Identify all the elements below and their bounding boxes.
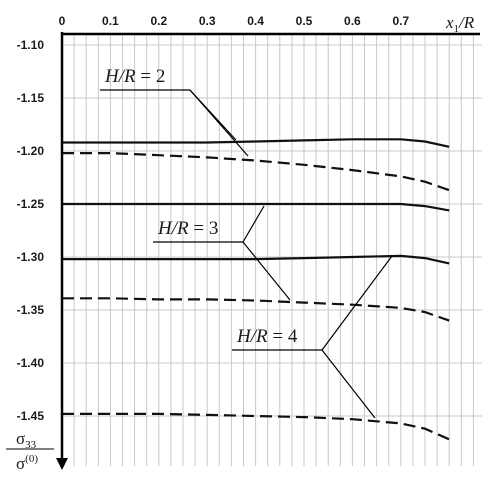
annotation-leaders [189,89,393,419]
annotation-leader-line [242,241,291,301]
grid-lines [62,34,482,466]
x-tick-label: 0.1 [102,14,119,28]
annotation-leader-line [321,349,376,419]
y-axis-label: σ33 σ(0) [6,429,54,473]
annotation-leader-line [321,255,393,351]
y-tick-label: -1.45 [17,409,45,423]
x-tick-label: 0.4 [247,14,264,28]
y-tick-label: -1.10 [17,38,45,52]
series-line-solid [62,202,450,212]
y-tick-label: -1.35 [17,303,45,317]
y-tick-label: -1.30 [17,250,45,264]
x-tick-label: 0.2 [150,14,167,28]
series-line-dashed [62,152,450,192]
annotation-label: H/R = 3 [157,218,218,239]
annotation-leader-line [189,89,249,157]
y-tick-label: -1.40 [17,356,45,370]
x-tick-label: 0.7 [392,14,409,28]
y-tick-label: -1.20 [17,144,45,158]
annotation-label: H/R = 4 [236,326,298,347]
x-tick-label: 0.3 [199,14,216,28]
y-tick-label: -1.15 [17,91,45,105]
annotation-leader-line [242,205,265,243]
series-line-dashed [62,297,450,322]
data-series [62,138,450,441]
y-tick-label: -1.25 [17,197,45,211]
x-tick-label: 0.5 [296,14,313,28]
x-tick-label: 0 [59,14,66,28]
y-axis-arrow [56,458,68,470]
svg-text:σ(0): σ(0) [16,453,38,473]
series-line-solid [62,138,450,148]
axes [56,32,480,470]
x-axis-label: x1/R [445,13,475,35]
series-line-solid [62,254,450,265]
svg-text:σ33: σ33 [16,429,37,451]
series-line-dashed [62,412,450,441]
annotation-label: H/R = 2 [104,66,165,87]
tick-labels: 0 0.1 0.2 0.3 0.4 0.5 0.6 0.7 -1.10 -1.15 -1.20 -1.… [17,14,410,423]
annotation-labels: H/R = 2 H/R = 3 H/R = 4 [100,66,322,351]
x-tick-label: 0.6 [344,14,361,28]
